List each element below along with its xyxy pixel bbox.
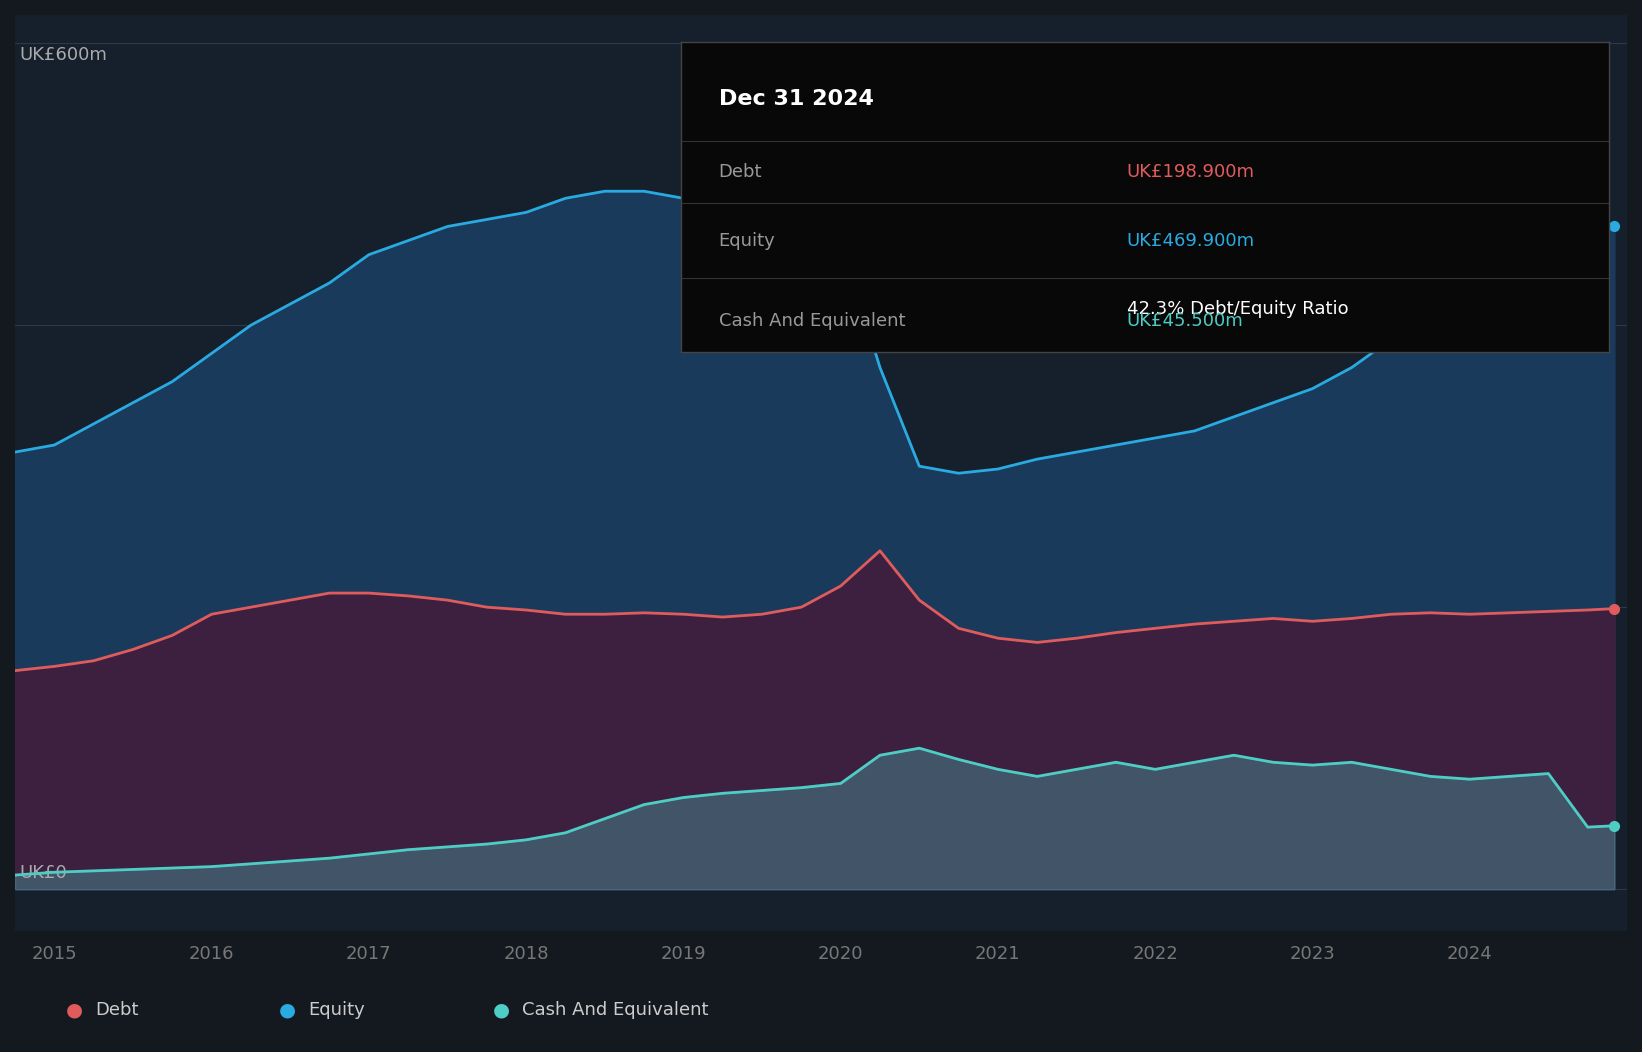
Text: UK£469.900m: UK£469.900m xyxy=(1126,231,1254,249)
Text: Debt: Debt xyxy=(719,163,762,181)
Text: Cash And Equivalent: Cash And Equivalent xyxy=(522,1000,709,1019)
Text: ●: ● xyxy=(493,1000,509,1019)
Text: ●: ● xyxy=(66,1000,82,1019)
Text: UK£45.500m: UK£45.500m xyxy=(1126,312,1243,330)
Text: UK£600m: UK£600m xyxy=(20,46,108,64)
Text: Equity: Equity xyxy=(309,1000,366,1019)
Text: Debt: Debt xyxy=(95,1000,138,1019)
Text: UK£198.900m: UK£198.900m xyxy=(1126,163,1254,181)
Text: ●: ● xyxy=(279,1000,296,1019)
Text: Cash And Equivalent: Cash And Equivalent xyxy=(719,312,905,330)
Text: UK£0: UK£0 xyxy=(20,864,67,883)
Text: 42.3% Debt/Equity Ratio: 42.3% Debt/Equity Ratio xyxy=(1126,300,1348,318)
Text: Equity: Equity xyxy=(719,231,775,249)
Text: Dec 31 2024: Dec 31 2024 xyxy=(719,88,874,108)
